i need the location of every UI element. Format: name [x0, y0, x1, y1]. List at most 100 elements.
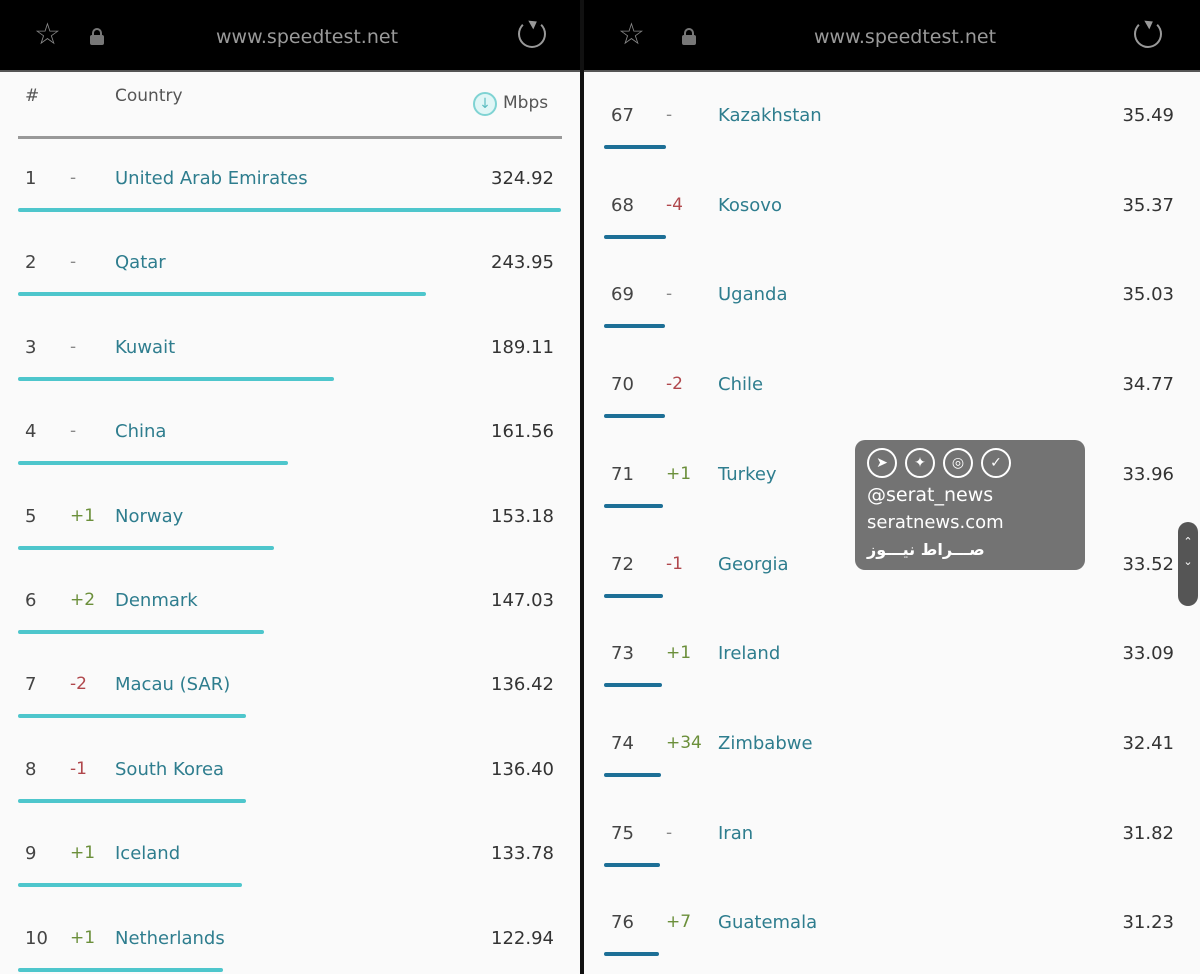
speed-value: 31.23	[1122, 912, 1174, 934]
url-text[interactable]: www.speedtest.net	[814, 26, 997, 48]
rank: 75	[611, 822, 634, 844]
speed-bar	[604, 772, 661, 777]
reload-icon[interactable]	[1134, 20, 1162, 48]
rank-change: -1	[70, 758, 87, 779]
table-row[interactable]: 71 +1 Turkey 33.96	[584, 463, 1200, 508]
lock-icon	[682, 28, 696, 45]
shield-icon: ✓	[981, 448, 1011, 478]
speed-value: 35.03	[1122, 284, 1174, 306]
table-row[interactable]: 72 -1 Georgia 33.52	[584, 553, 1200, 598]
speed-bar	[604, 593, 663, 598]
country-link[interactable]: Kazakhstan	[718, 105, 822, 126]
table-row[interactable]: 1 - United Arab Emirates 324.92	[0, 168, 580, 212]
table-row[interactable]: 4 - China 161.56	[0, 421, 580, 466]
speed-value: 243.95	[491, 252, 554, 274]
country-link[interactable]: Chile	[718, 374, 764, 396]
table-row[interactable]: 9 +1 Iceland 133.78	[0, 843, 580, 888]
rank-change: +7	[666, 912, 692, 933]
telegram-icon: ➤	[867, 448, 897, 478]
watermark-logo: ➤ ✦ ◎ ✓ @serat_news seratnews.com صـــرا…	[855, 440, 1085, 570]
table-row[interactable]: 68 -4 Kosovo 35.37	[584, 194, 1200, 239]
rank-change: +1	[70, 927, 96, 948]
table-row[interactable]: 74 +34 Zimbabwe 32.41	[584, 732, 1200, 777]
panel-divider	[580, 0, 584, 974]
speed-value: 189.11	[491, 336, 554, 358]
bookmark-star-icon[interactable]: ☆	[34, 17, 61, 52]
rank-change: +1	[666, 463, 692, 484]
twitter-icon: ✦	[905, 448, 935, 478]
rank: 68	[611, 194, 634, 216]
table-row[interactable]: 70 -2 Chile 34.77	[584, 374, 1200, 419]
table-row[interactable]: 8 -1 South Korea 136.40	[0, 758, 580, 803]
table-row[interactable]: 10 +1 Netherlands 122.94	[0, 927, 580, 972]
country-link[interactable]: Georgia	[718, 553, 789, 575]
rank-change: -	[70, 336, 77, 357]
country-link[interactable]: Kuwait	[115, 336, 176, 358]
table-row[interactable]: 2 - Qatar 243.95	[0, 252, 580, 297]
country-link[interactable]: Norway	[115, 505, 184, 527]
watermark-site: seratnews.com	[867, 512, 1004, 533]
table-row[interactable]: 75 - Iran 31.82	[584, 822, 1200, 867]
country-link[interactable]: Iran	[718, 822, 754, 844]
speed-bar	[604, 862, 660, 867]
url-text[interactable]: www.speedtest.net	[216, 26, 399, 48]
rank-change: -2	[70, 674, 87, 695]
speed-bar	[604, 145, 667, 149]
table-row[interactable]: 5 +1 Norway 153.18	[0, 505, 580, 550]
rank: 73	[611, 643, 634, 665]
table-row[interactable]: 7 -2 Macau (SAR) 136.42	[0, 674, 580, 719]
table-row[interactable]: 3 - Kuwait 189.11	[0, 336, 580, 381]
instagram-icon: ◎	[943, 448, 973, 478]
rank-change: -	[70, 168, 77, 188]
rank-change: +1	[666, 643, 692, 664]
country-link[interactable]: Uganda	[718, 284, 788, 306]
country-link[interactable]: Kosovo	[718, 194, 782, 216]
rank-change: -1	[666, 553, 683, 574]
table-row[interactable]: 67 - Kazakhstan 35.49	[584, 105, 1200, 149]
speed-bar	[18, 630, 264, 634]
country-link[interactable]: Denmark	[115, 590, 198, 611]
country-link[interactable]: Qatar	[115, 252, 166, 274]
speed-value: 35.37	[1122, 194, 1174, 216]
speed-value: 33.96	[1122, 463, 1174, 485]
reload-icon[interactable]	[518, 20, 546, 48]
country-link[interactable]: South Korea	[115, 758, 225, 780]
rank-change: -	[666, 822, 673, 843]
country-link[interactable]: Zimbabwe	[718, 732, 813, 754]
speed-value: 161.56	[491, 421, 554, 443]
speed-bar	[18, 461, 288, 466]
rank-change: -	[70, 252, 77, 273]
table-row[interactable]: 76 +7 Guatemala 31.23	[584, 912, 1200, 957]
speed-value: 147.03	[491, 590, 554, 611]
scroll-handle[interactable]: ⌃ ⌄	[1178, 522, 1198, 606]
rank: 76	[611, 912, 634, 934]
rank: 7	[25, 674, 37, 696]
speed-bar	[18, 714, 246, 719]
speed-bar	[604, 952, 659, 957]
country-link[interactable]: Netherlands	[115, 927, 225, 949]
table-row[interactable]: 69 - Uganda 35.03	[584, 284, 1200, 329]
speed-value: 153.18	[491, 505, 554, 527]
country-link[interactable]: China	[115, 421, 167, 443]
speed-bar	[604, 234, 666, 239]
table-row[interactable]: 73 +1 Ireland 33.09	[584, 643, 1200, 688]
speed-bar	[18, 545, 274, 550]
speed-value: 33.52	[1122, 553, 1174, 575]
table-row[interactable]: 6 +2 Denmark 147.03	[0, 590, 580, 634]
country-link[interactable]: Turkey	[718, 463, 777, 485]
rank: 1	[25, 168, 37, 189]
country-link[interactable]: Ireland	[718, 643, 781, 665]
country-link[interactable]: Iceland	[115, 843, 181, 865]
rank-change: +1	[70, 505, 96, 526]
mbps-header: Mbps	[503, 93, 549, 113]
speed-bar	[604, 503, 664, 508]
country-link[interactable]: Guatemala	[718, 912, 818, 934]
rank: 67	[611, 105, 634, 126]
country-link[interactable]: United Arab Emirates	[115, 168, 308, 189]
download-icon: ↓	[473, 92, 497, 116]
rank: 6	[25, 590, 37, 611]
speed-value: 34.77	[1122, 374, 1174, 396]
bookmark-star-icon[interactable]: ☆	[618, 17, 645, 52]
rank: 74	[611, 732, 634, 754]
country-link[interactable]: Macau (SAR)	[115, 674, 231, 696]
